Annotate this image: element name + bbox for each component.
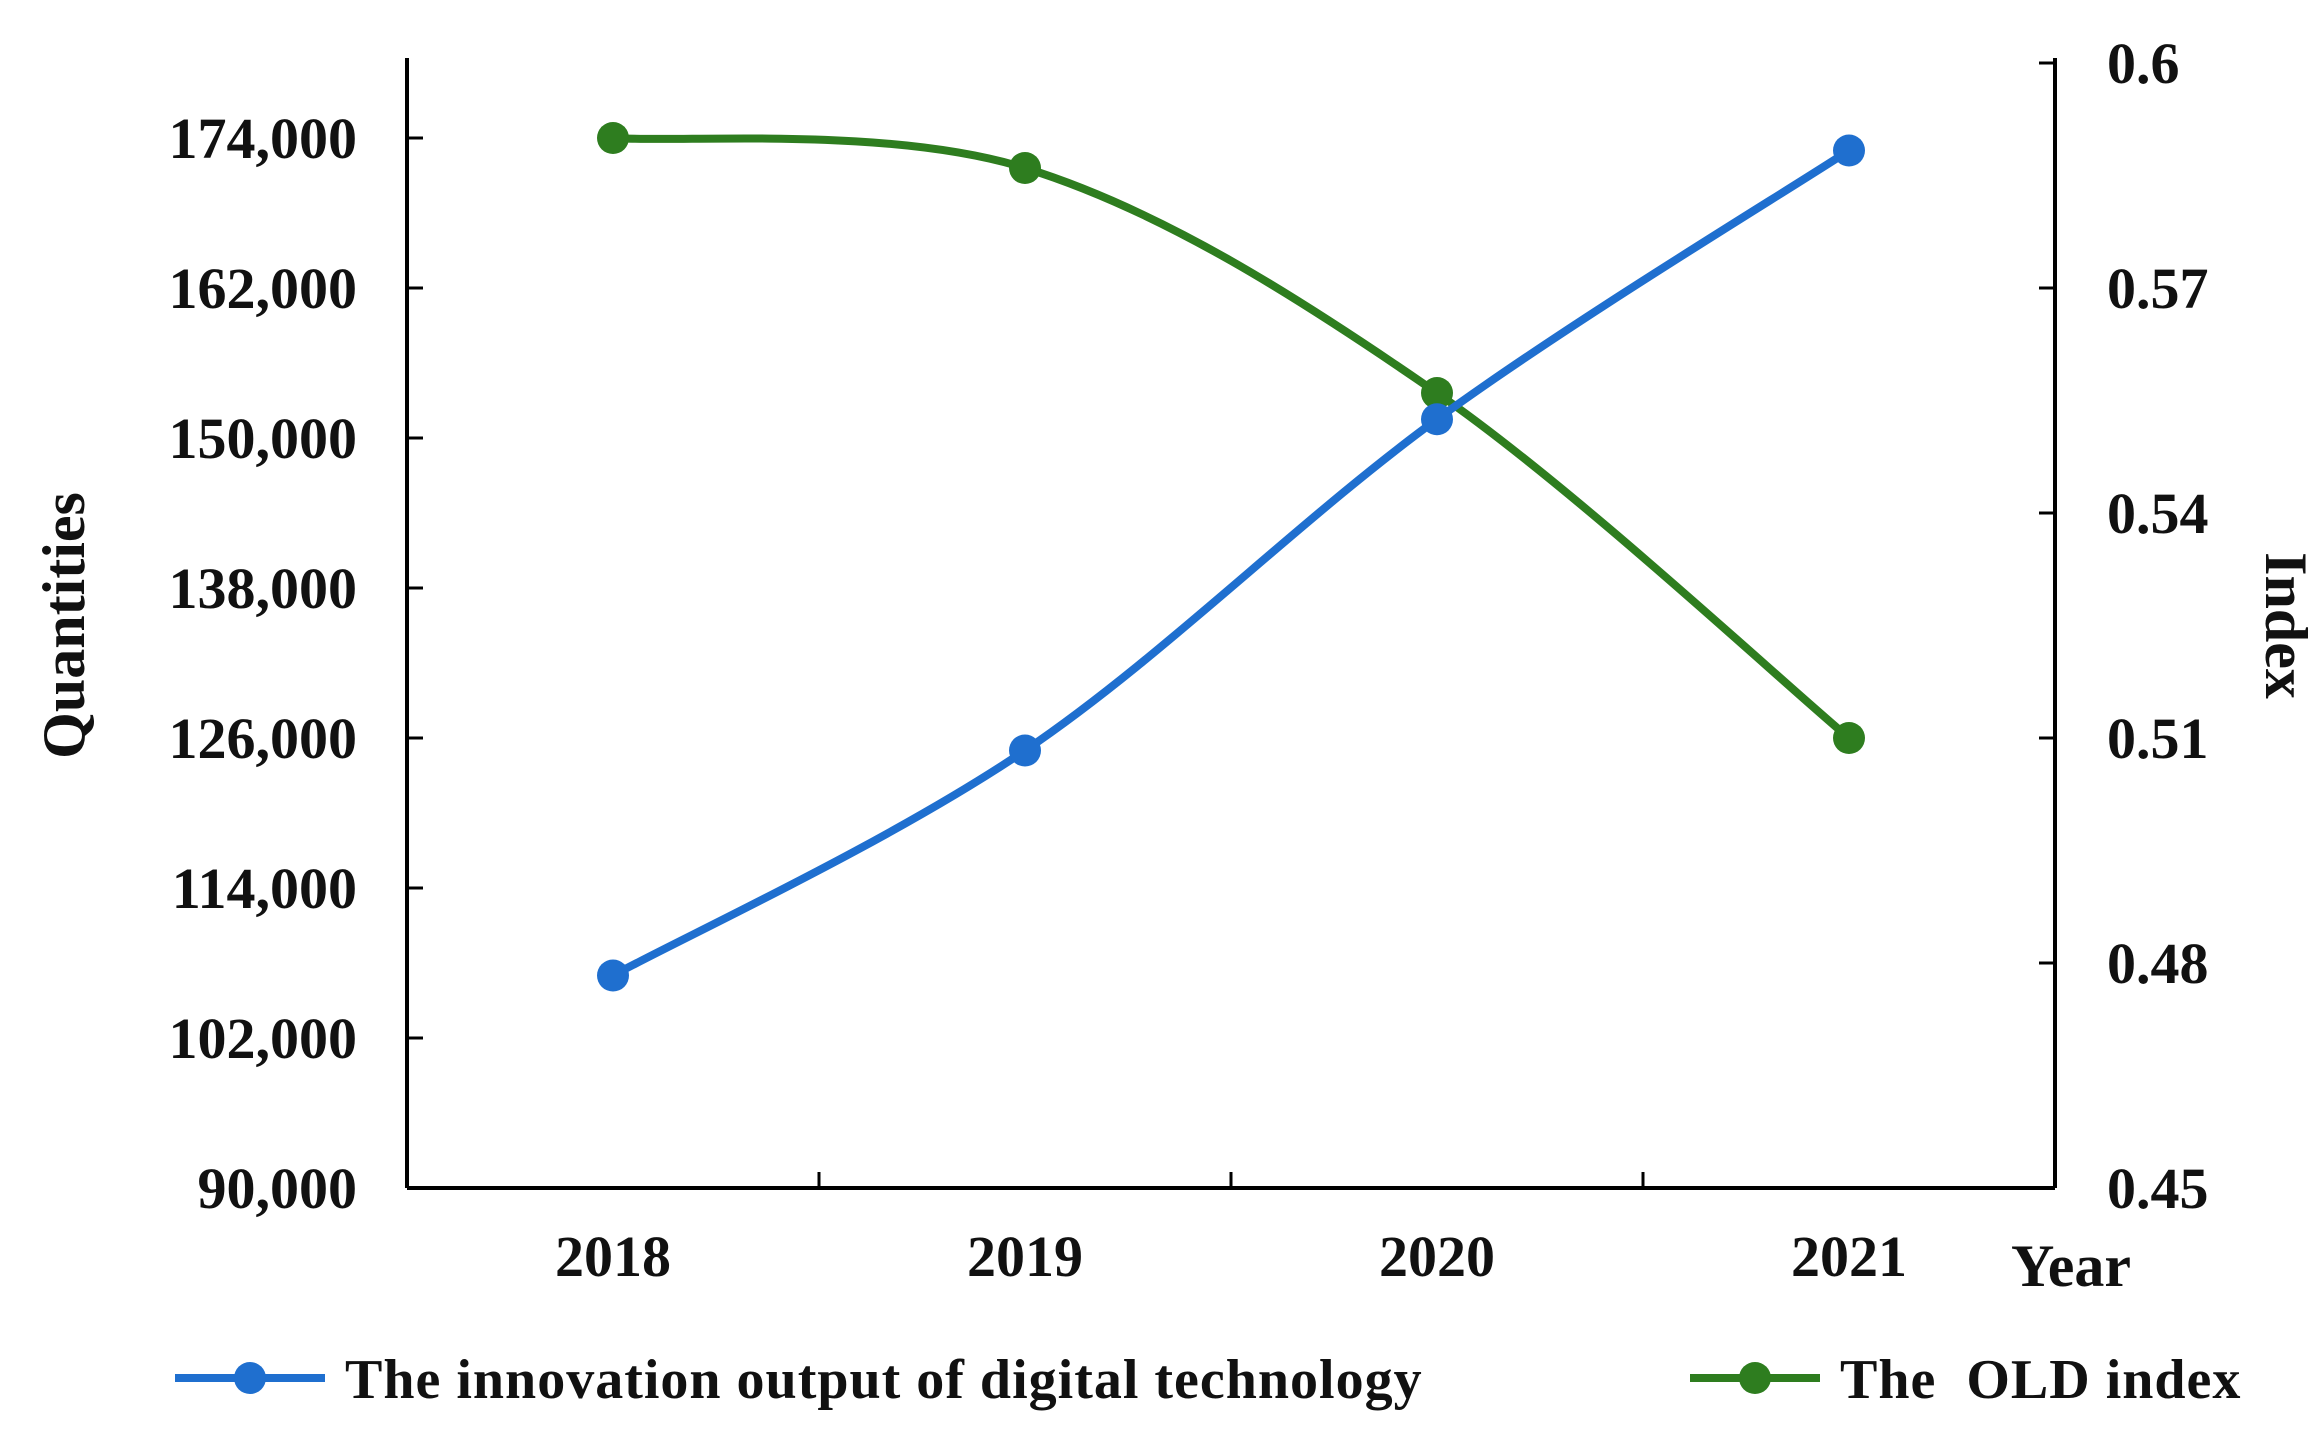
- y-left-tick-label: 150,000: [169, 406, 358, 471]
- x-tick-label: 2020: [1379, 1224, 1495, 1289]
- data-point-innovation-output: [1833, 134, 1865, 167]
- y-left-tick-label: 102,000: [169, 1006, 358, 1071]
- data-point-old-index: [597, 122, 629, 154]
- y-right-tick-label: 0.54: [2107, 481, 2209, 546]
- series-group: [597, 122, 1865, 992]
- y-left-tick-label: 90,000: [198, 1156, 358, 1221]
- y-right-tick-label: 0.45: [2107, 1156, 2209, 1221]
- y-left-tick-label: 174,000: [169, 106, 358, 171]
- series-line-innovation-output: [609, 146, 1853, 980]
- y-right-tick-label: 0.57: [2107, 256, 2209, 321]
- axes-group: 90,000 102,000 114,000 126,000 138,000 150,00…: [169, 31, 2209, 1289]
- y-left-tick-label: 162,000: [169, 256, 358, 321]
- y-right-tick-label: 0.6: [2107, 31, 2180, 96]
- legend-marker-old-index: [1739, 1362, 1771, 1394]
- y-left-tick-label: 126,000: [169, 706, 358, 771]
- data-point-innovation-output: [1009, 734, 1041, 767]
- y-right-tick-label: 0.51: [2107, 706, 2209, 771]
- legend-label-innovation-output: The innovation output of digital technol…: [345, 1349, 1423, 1411]
- legend-marker-innovation-output: [234, 1362, 266, 1394]
- y-right-tick-label: 0.48: [2107, 931, 2209, 996]
- data-point-innovation-output: [597, 959, 629, 992]
- data-point-innovation-output: [1421, 403, 1453, 436]
- legend-label-old-index: The OLD index: [1840, 1349, 2241, 1411]
- x-tick-label: 2021: [1791, 1224, 1907, 1289]
- legend: The innovation output of digital technol…: [175, 1349, 2241, 1411]
- y-axis-right-title: Index: [2253, 552, 2319, 699]
- x-axis-title: Year: [2011, 1233, 2131, 1299]
- series-line-old-index: [609, 134, 1853, 742]
- data-point-old-index: [1833, 722, 1865, 754]
- x-tick-label: 2019: [967, 1224, 1083, 1289]
- y-left-tick-label: 138,000: [169, 556, 358, 621]
- y-axis-left-title: Quantities: [31, 492, 97, 759]
- data-point-old-index: [1009, 152, 1041, 184]
- x-tick-label: 2018: [555, 1224, 671, 1289]
- y-left-tick-label: 114,000: [172, 856, 357, 921]
- data-point-old-index: [1421, 377, 1453, 409]
